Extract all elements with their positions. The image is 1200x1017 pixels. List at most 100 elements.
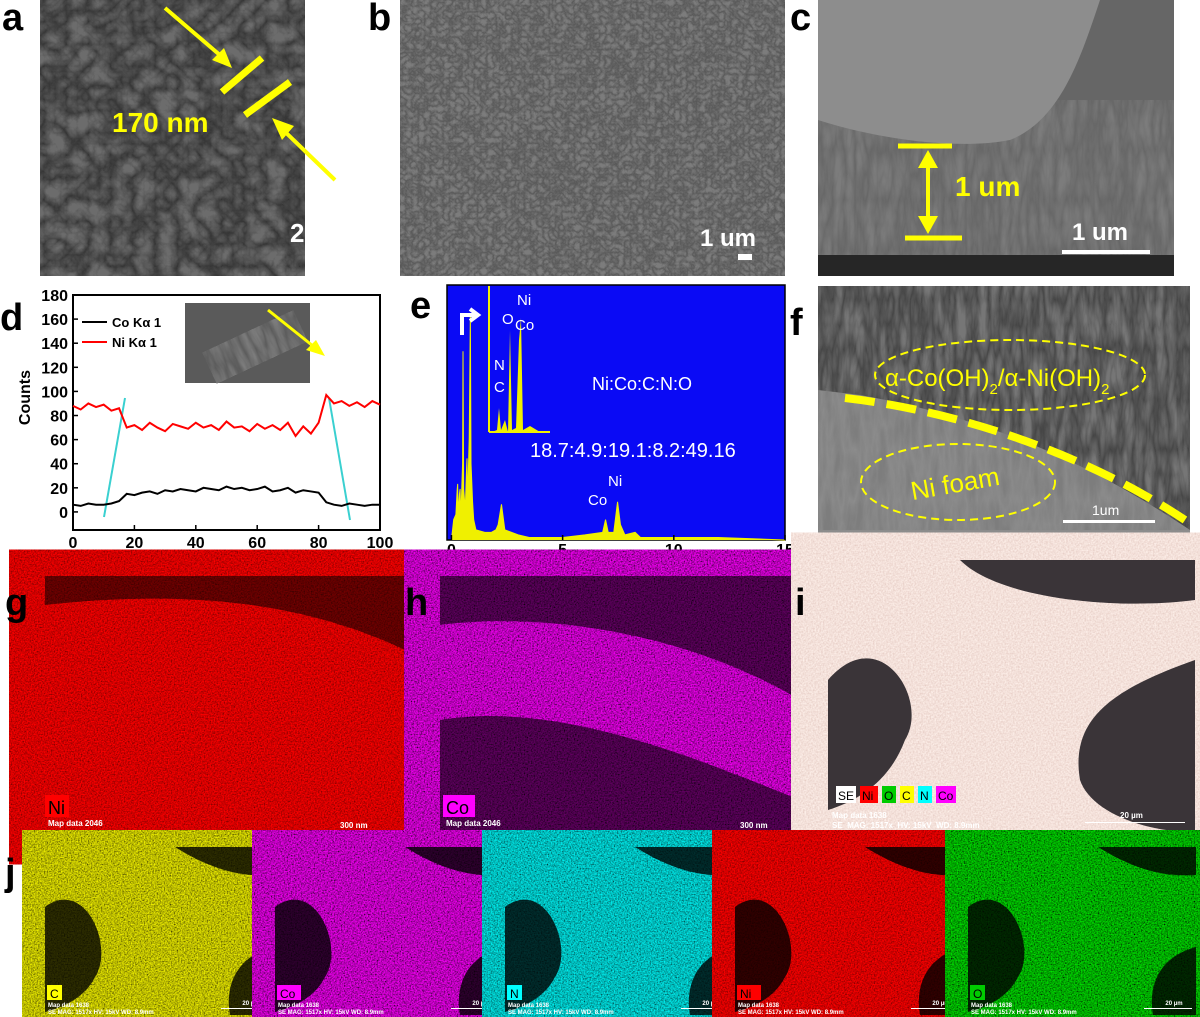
element-label: N (510, 987, 519, 1001)
x-axis-label: Energy (keV) (567, 557, 665, 574)
legend-label: Ni (862, 789, 873, 803)
scale-bar (1144, 1008, 1192, 1009)
marker (242, 79, 293, 118)
scale-bar (1062, 250, 1150, 254)
legend-swatch (918, 786, 932, 803)
y-tick-label: 0 (59, 505, 68, 522)
legend-label: Co Kα 1 (112, 315, 161, 330)
scale-bar-label: 200 nm (290, 218, 380, 248)
subscript: 2 (990, 381, 998, 398)
dark-region (828, 658, 912, 810)
dark-region (228, 947, 273, 1015)
acquisition-info: SE MAG: 1517x HV: 15kV WD: 8.9mm (278, 1010, 384, 1016)
map-data: Map data 2046 (48, 819, 103, 828)
sem-texture (40, 0, 305, 276)
element-badge (737, 985, 761, 1000)
spectrum-inset: Ni O Co N C (460, 286, 550, 433)
map-data: Map data 1638 (48, 1003, 90, 1009)
legend-swatch (882, 786, 896, 803)
scale-bar (1085, 822, 1185, 823)
layer-label: α-Co(OH)2/α-Ni(OH)2 (885, 365, 1109, 398)
arrow-head (918, 150, 938, 168)
acquisition-info: SE MAG: 1517x HV: 15kV WD: 8.9mm (48, 1010, 154, 1016)
map-data: Map data 2046 (446, 819, 501, 828)
plot-frame (72, 294, 381, 531)
scale-bar-label: 300 nm (340, 821, 368, 830)
arrow (276, 123, 337, 182)
dark-region (1151, 947, 1196, 1015)
map-data: Map data 1638 (508, 1003, 550, 1009)
legend-label: Ni Kα 1 (112, 335, 157, 350)
y-tick-label: 160 (41, 312, 68, 329)
scale-bar-label: 20 µm (242, 1001, 259, 1007)
dark-region (735, 899, 792, 1012)
panel-label: e (410, 285, 431, 327)
dark-region (505, 899, 562, 1012)
data-line (72, 393, 381, 438)
peak-label: Co (588, 492, 607, 509)
panel-label: g (5, 582, 28, 624)
peak-label: Ni (608, 473, 622, 490)
element-label: O (973, 987, 982, 1001)
guide-line (328, 397, 351, 521)
guide-line (103, 397, 126, 518)
panel-label: h (405, 582, 428, 624)
dark-region (1078, 660, 1195, 832)
dark-region (688, 947, 733, 1015)
element-label: Ni (740, 987, 751, 1001)
element-label: Co (280, 987, 296, 1001)
scale-bar (1063, 520, 1155, 523)
arrow (163, 6, 230, 64)
dark-region (458, 947, 503, 1015)
acquisition-info: SE MAG: 1517x HV: 15kV WD: 8.9mm (832, 821, 980, 830)
dark-region (45, 576, 405, 650)
legend: SE Ni O C N Co (836, 786, 956, 803)
scale-bar-label: 20 µm (1120, 811, 1143, 820)
map-data: Map data 1638 (832, 811, 887, 820)
scale-bar (738, 254, 752, 260)
y-tick-label: 80 (50, 409, 68, 426)
dark-region (968, 899, 1025, 1012)
panel-label: d (0, 297, 23, 339)
dark-region (1098, 847, 1196, 876)
dark-region (45, 899, 102, 1012)
element-badge (45, 795, 69, 817)
annotation: 1 um (955, 171, 1020, 202)
legend-label: O (884, 789, 893, 803)
y-tick-label: 140 (41, 336, 68, 353)
arrow-head (306, 340, 325, 356)
legend-label: SE (838, 789, 854, 803)
region-outline (874, 339, 1146, 411)
x-tick-label: 40 (187, 535, 205, 552)
dark-region (960, 560, 1195, 604)
legend-swatch (936, 786, 956, 803)
x-tick-label: 5 (558, 542, 567, 559)
dark-region (918, 947, 963, 1015)
arrow (267, 308, 319, 352)
dark-region (405, 847, 503, 876)
x-tick-label: 60 (248, 535, 266, 552)
substrate (818, 0, 1100, 144)
dark-region (440, 716, 800, 838)
acquisition-info: SE MAG: 1517x HV: 15kV WD: 8.9mm (508, 1010, 614, 1016)
element-label: C (50, 987, 59, 1001)
scale-bar (681, 1008, 729, 1009)
panel-label: i (795, 582, 806, 624)
x-tick-label: 0 (447, 542, 456, 559)
dark-region (175, 847, 273, 876)
scale-bar-label: 1 um (1072, 219, 1128, 246)
scale-bar-label: 300 nm (740, 821, 768, 830)
x-tick-label: 15 (776, 542, 794, 559)
acquisition-info: SE MAG: 75.8kx HV: 15kV WD: 9.5mm (446, 829, 596, 838)
x-axis-label: Length (nm) (180, 551, 272, 568)
panel-label: c (790, 0, 811, 39)
arrow-head (212, 48, 232, 68)
legend-label: Co (938, 789, 954, 803)
y-tick-label: 40 (50, 457, 68, 474)
element-badge (970, 985, 985, 1000)
inset-label: O (502, 311, 514, 328)
scale-bar (451, 1008, 499, 1009)
y-tick-label: 60 (50, 433, 68, 450)
